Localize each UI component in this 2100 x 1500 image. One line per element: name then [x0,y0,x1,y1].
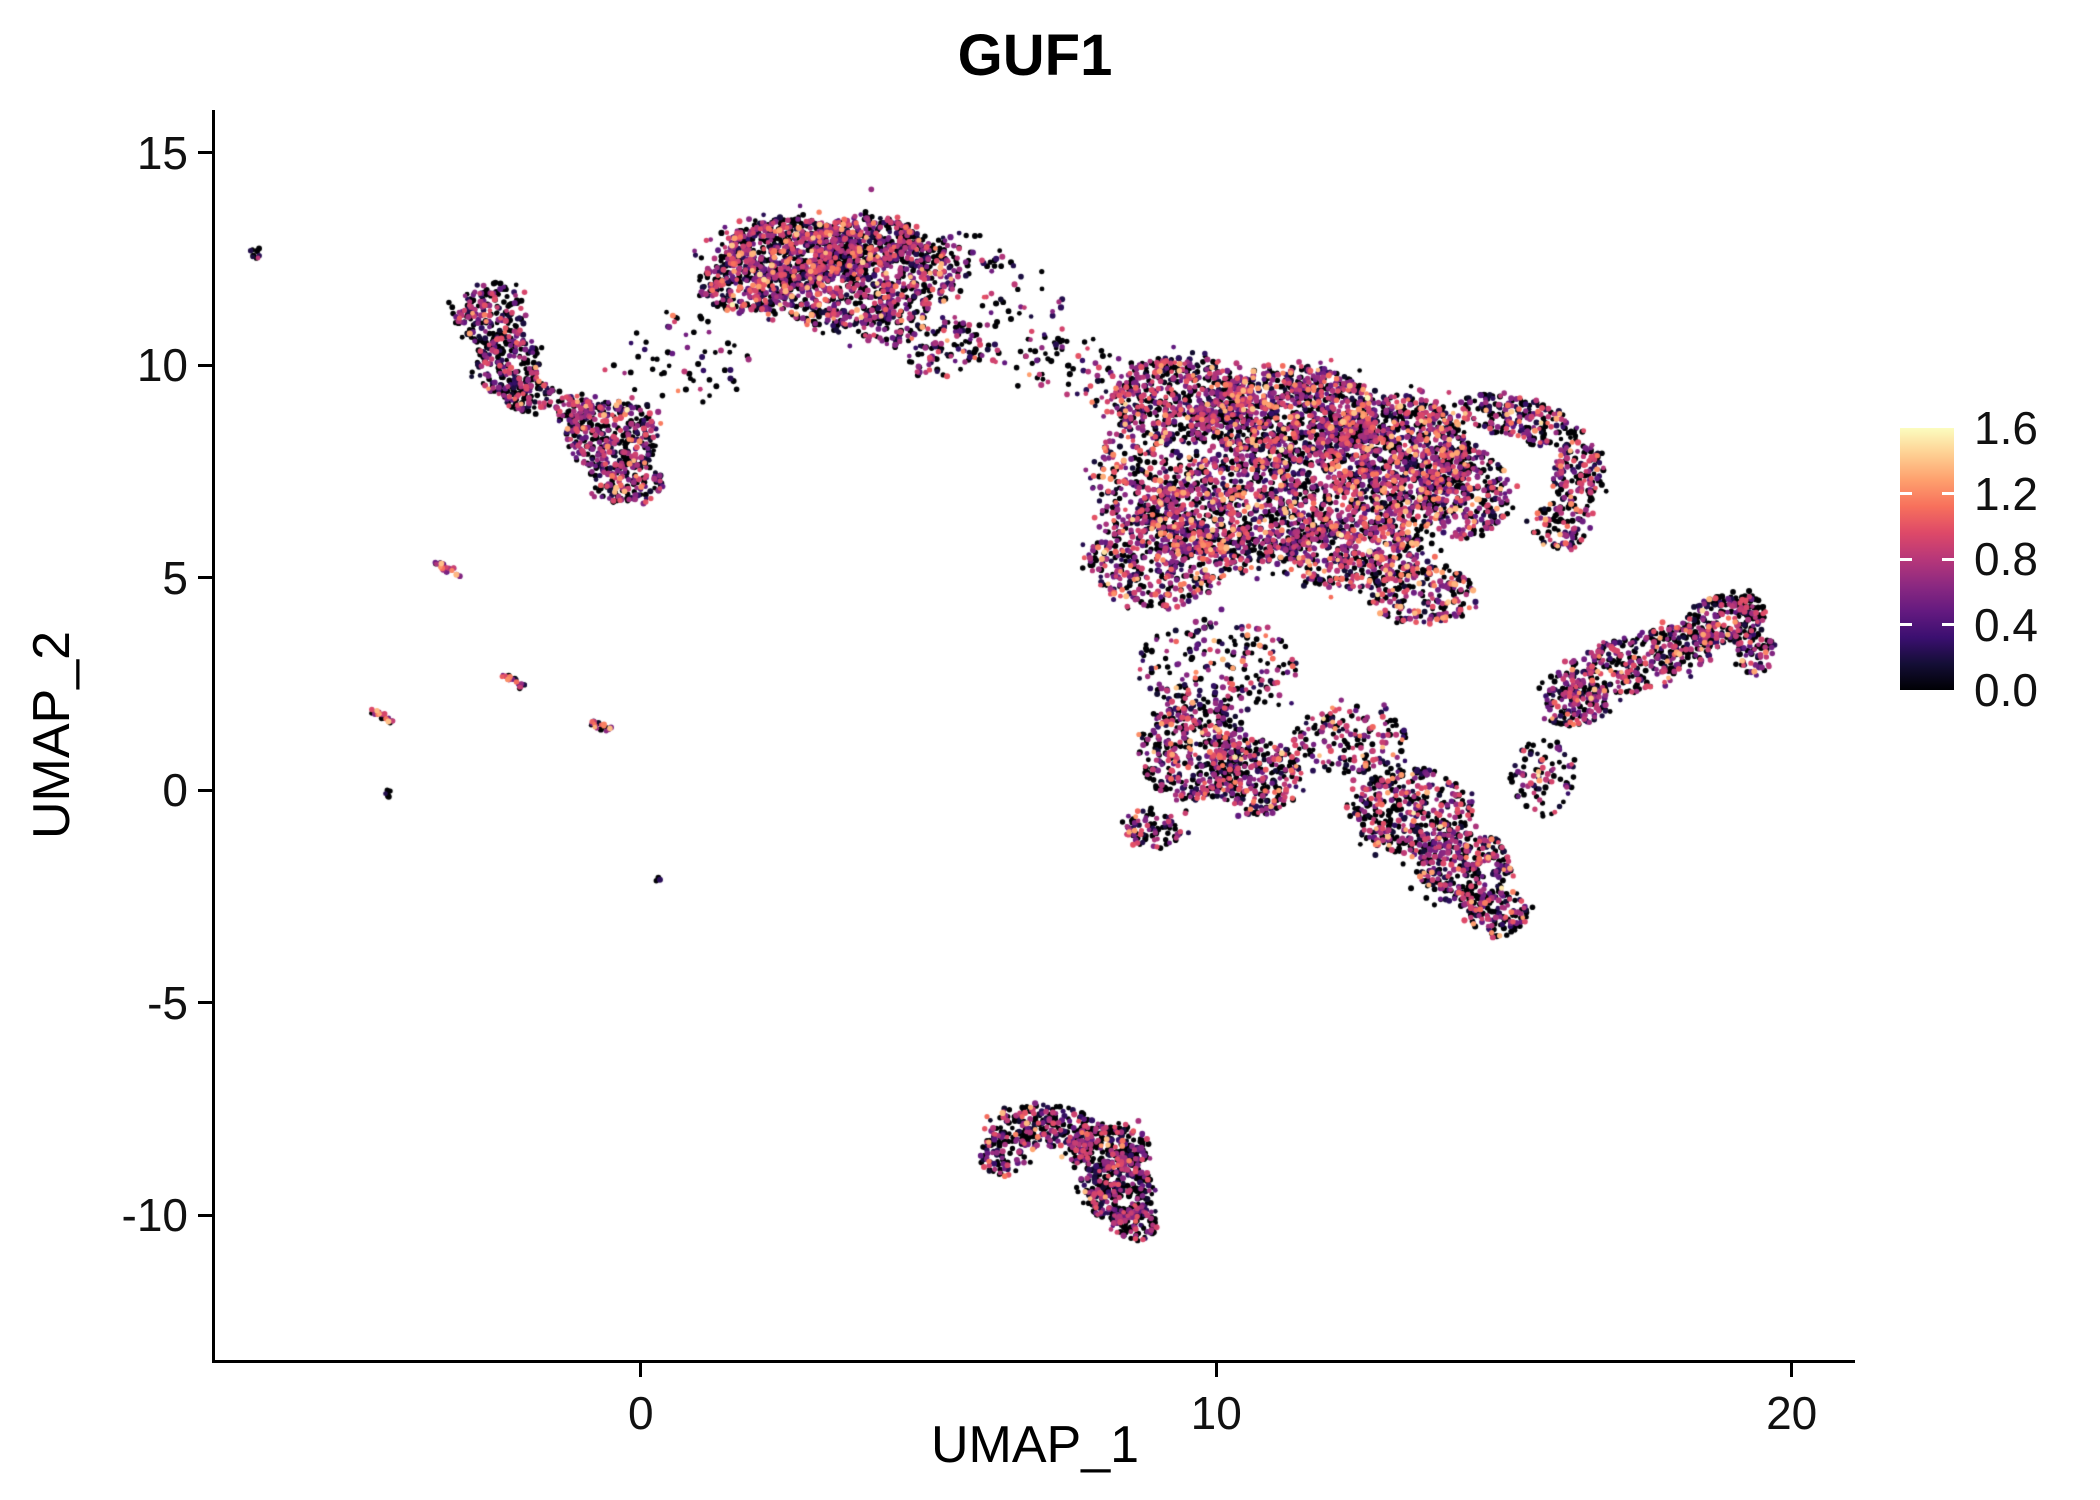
y-tick-label: 5 [162,551,188,604]
x-tick-label: 0 [628,1387,654,1439]
y-tick-label: 15 [136,126,188,179]
colorbar-tick-mark [1900,557,1912,561]
x-tick-label: 20 [1766,1387,1818,1439]
y-tick-mark [198,788,212,792]
x-axis-line [212,1360,1855,1363]
x-tick-mark [1214,1363,1218,1377]
plot-title: GUF1 [957,23,1113,88]
colorbar-tick-label: 1.6 [1974,402,2038,454]
y-tick-mark [198,151,212,155]
y-tick-label: 0 [162,764,188,817]
colorbar-tick-label: 0.4 [1974,598,2038,651]
y-tick-mark [198,363,212,367]
colorbar-tick-mark [1942,623,1954,626]
colorbar-tick-label: 0.8 [1974,533,2038,585]
scatter-plot-canvas [215,110,1855,1360]
colorbar-tick-mark [1900,623,1912,626]
x-axis-label: UMAP_1 [930,1416,1140,1474]
y-tick-label: -5 [147,976,188,1029]
y-tick-mark [198,576,212,580]
y-axis-line [212,110,215,1363]
colorbar-tick-label: 0.0 [1974,664,2038,716]
colorbar-tick-label: 1.2 [1974,467,2038,520]
y-tick-label: -10 [121,1189,188,1242]
y-tick-mark [198,1213,212,1217]
colorbar-tick-mark [1942,492,1954,495]
colorbar-tick-mark [1942,557,1954,561]
colorbar-tick-mark [1900,492,1912,495]
x-tick-label: 10 [1190,1387,1242,1439]
x-tick-mark [1790,1363,1794,1377]
x-tick-mark [639,1363,643,1377]
y-tick-label: 10 [136,339,188,392]
y-tick-mark [198,1001,212,1005]
